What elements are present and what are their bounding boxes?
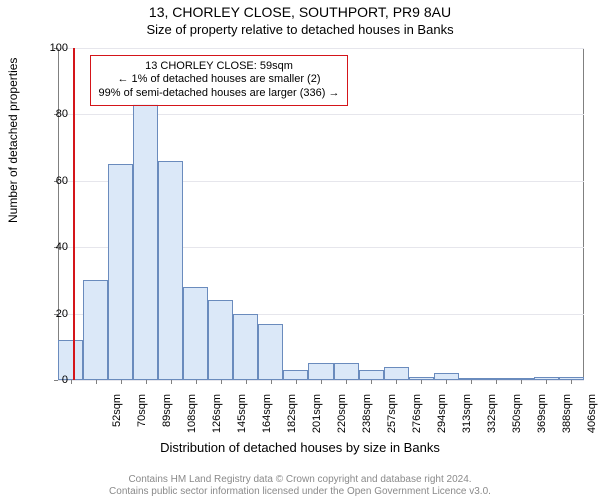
xtick-label: 164sqm bbox=[261, 394, 273, 444]
gridline bbox=[58, 48, 584, 49]
x-axis-label: Distribution of detached houses by size … bbox=[0, 440, 600, 455]
histogram-bar bbox=[283, 370, 308, 380]
histogram-bar bbox=[384, 367, 409, 380]
xtick-label: 332sqm bbox=[486, 394, 498, 444]
xtick bbox=[396, 380, 397, 384]
xtick-label: 70sqm bbox=[136, 394, 148, 444]
y-axis-label: Number of detached properties bbox=[6, 58, 20, 223]
ytick-label: 60 bbox=[28, 175, 68, 187]
histogram-bar bbox=[108, 164, 133, 380]
xtick-label: 406sqm bbox=[586, 394, 598, 444]
xtick bbox=[446, 380, 447, 384]
chart-container: 13, CHORLEY CLOSE, SOUTHPORT, PR9 8AU Si… bbox=[0, 0, 600, 500]
plot-area: 13 CHORLEY CLOSE: 59sqm← 1% of detached … bbox=[58, 48, 584, 380]
ytick-label: 80 bbox=[28, 108, 68, 120]
ytick-label: 20 bbox=[28, 308, 68, 320]
xtick-label: 108sqm bbox=[186, 394, 198, 444]
histogram-bar bbox=[208, 300, 233, 380]
xtick bbox=[321, 380, 322, 384]
axis-right bbox=[583, 48, 584, 380]
annotation-box: 13 CHORLEY CLOSE: 59sqm← 1% of detached … bbox=[90, 55, 349, 106]
plot-inner: 13 CHORLEY CLOSE: 59sqm← 1% of detached … bbox=[58, 48, 584, 380]
chart-subtitle: Size of property relative to detached ho… bbox=[0, 22, 600, 37]
xtick-label: 369sqm bbox=[536, 394, 548, 444]
footer-line-2: Contains public sector information licen… bbox=[0, 486, 600, 498]
xtick bbox=[521, 380, 522, 384]
xtick bbox=[246, 380, 247, 384]
xtick-label: 388sqm bbox=[561, 394, 573, 444]
xtick-label: 220sqm bbox=[336, 394, 348, 444]
histogram-bar bbox=[233, 314, 258, 380]
xtick-label: 182sqm bbox=[286, 394, 298, 444]
xtick-label: 201sqm bbox=[311, 394, 323, 444]
xtick bbox=[371, 380, 372, 384]
histogram-bar bbox=[334, 363, 359, 380]
xtick-label: 126sqm bbox=[211, 394, 223, 444]
xtick bbox=[296, 380, 297, 384]
ytick-label: 100 bbox=[28, 42, 68, 54]
annotation-line: 99% of semi-detached houses are larger (… bbox=[99, 87, 340, 101]
histogram-bar bbox=[258, 324, 283, 380]
annotation-line: 13 CHORLEY CLOSE: 59sqm bbox=[99, 60, 340, 74]
xtick-label: 89sqm bbox=[161, 394, 173, 444]
histogram-bar bbox=[133, 104, 158, 380]
xtick bbox=[121, 380, 122, 384]
xtick-label: 238sqm bbox=[361, 394, 373, 444]
histogram-bar bbox=[359, 370, 384, 380]
xtick bbox=[546, 380, 547, 384]
xtick-label: 350sqm bbox=[511, 394, 523, 444]
footer-line-1: Contains HM Land Registry data © Crown c… bbox=[0, 474, 600, 486]
ytick-label: 0 bbox=[28, 374, 68, 386]
xtick bbox=[221, 380, 222, 384]
xtick bbox=[421, 380, 422, 384]
xtick bbox=[346, 380, 347, 384]
xtick-label: 52sqm bbox=[111, 394, 123, 444]
xtick bbox=[571, 380, 572, 384]
property-marker-line bbox=[73, 48, 75, 380]
xtick-label: 276sqm bbox=[411, 394, 423, 444]
histogram-bar bbox=[83, 280, 108, 380]
histogram-bar bbox=[308, 363, 333, 380]
histogram-bar bbox=[158, 161, 183, 380]
annotation-line: ← 1% of detached houses are smaller (2) bbox=[99, 73, 340, 87]
xtick-label: 257sqm bbox=[386, 394, 398, 444]
axis-left bbox=[58, 48, 59, 380]
xtick bbox=[171, 380, 172, 384]
xtick bbox=[196, 380, 197, 384]
xtick-label: 313sqm bbox=[461, 394, 473, 444]
xtick bbox=[271, 380, 272, 384]
xtick bbox=[146, 380, 147, 384]
xtick bbox=[496, 380, 497, 384]
histogram-bar bbox=[434, 373, 459, 380]
xtick bbox=[471, 380, 472, 384]
ytick-label: 40 bbox=[28, 241, 68, 253]
histogram-bar bbox=[183, 287, 208, 380]
xtick bbox=[71, 380, 72, 384]
xtick bbox=[96, 380, 97, 384]
xtick-label: 145sqm bbox=[236, 394, 248, 444]
chart-title: 13, CHORLEY CLOSE, SOUTHPORT, PR9 8AU bbox=[0, 4, 600, 20]
footer-text: Contains HM Land Registry data © Crown c… bbox=[0, 474, 600, 498]
xtick-label: 294sqm bbox=[436, 394, 448, 444]
